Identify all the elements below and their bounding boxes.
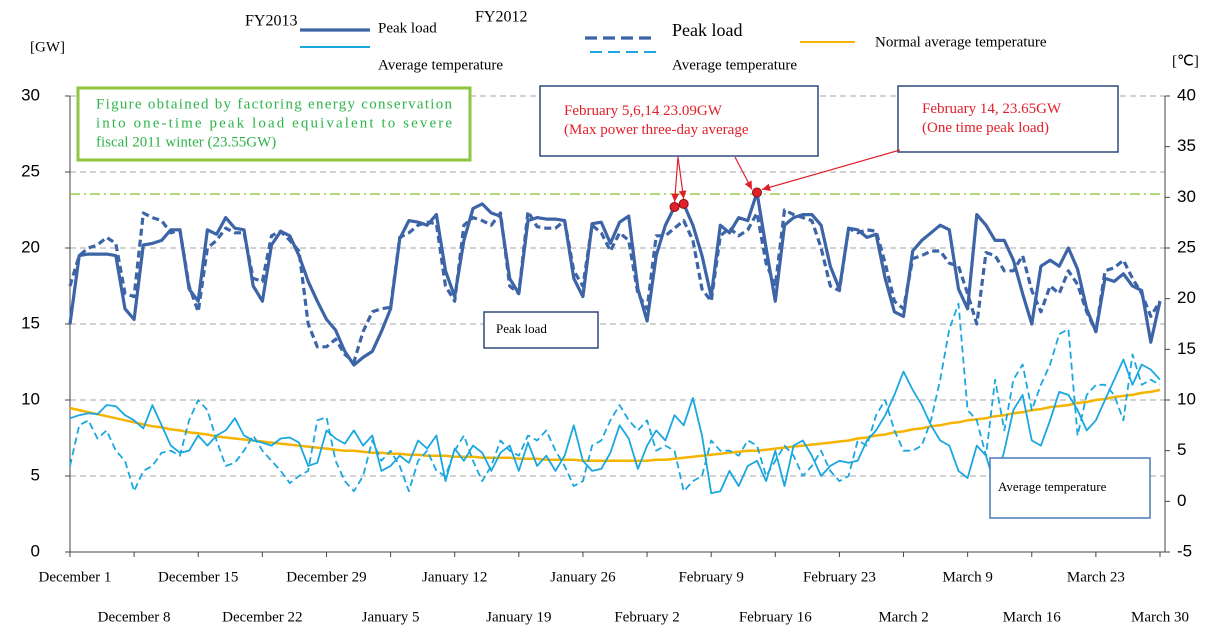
x-tick-label: February 16 — [739, 609, 812, 625]
y2-axis-label: [℃] — [1172, 53, 1199, 69]
legend-label: Average temperature — [378, 57, 503, 73]
annotation-box — [897, 85, 1119, 153]
annotation-text: (One time peak load) — [922, 120, 1049, 136]
x-tick-label: December 22 — [222, 609, 302, 625]
annotation-text: (Max power three-day average — [564, 122, 749, 138]
series-line — [69, 358, 1161, 495]
y-tick-label: 0 — [31, 541, 40, 560]
y-tick-label: 25 — [21, 161, 40, 180]
y2-tick-label: 25 — [1177, 237, 1196, 256]
legend-group: FY2013 — [245, 13, 297, 30]
y-tick-label: 20 — [21, 237, 40, 256]
annotation-text: Average temperature — [998, 479, 1107, 494]
y2-tick-label: 35 — [1177, 136, 1196, 155]
x-tick-label: February 2 — [614, 609, 679, 625]
annotation-text: fiscal 2011 winter (23.55GW) — [96, 134, 276, 150]
legend-label: Peak load — [378, 20, 437, 36]
y2-tick-label: 20 — [1177, 288, 1196, 307]
x-tick-label: March 2 — [878, 609, 928, 625]
x-tick-label: December 29 — [286, 569, 366, 585]
legend-label: Peak load — [672, 20, 742, 40]
legend-group: FY2012 — [475, 9, 527, 26]
annotation-box — [483, 311, 599, 349]
x-tick-label: March 23 — [1067, 569, 1125, 585]
x-tick-label: January 12 — [422, 569, 487, 585]
legend-label: Average temperature — [672, 57, 797, 73]
y2-tick-label: 0 — [1177, 491, 1186, 510]
x-tick-label: January 19 — [486, 609, 551, 625]
y2-tick-label: 5 — [1177, 440, 1186, 459]
marked-point — [669, 201, 680, 212]
annotation-text: February 5,6,14 23.09GW — [564, 103, 723, 119]
y-tick-label: 30 — [21, 85, 40, 104]
series-line — [69, 302, 1161, 493]
annotation-text: Peak load — [496, 321, 547, 336]
x-tick-label: February 23 — [803, 569, 876, 585]
arrow-head — [678, 190, 687, 199]
legend-label: Normal average temperature — [875, 34, 1047, 50]
x-tick-label: January 26 — [550, 569, 616, 585]
y2-tick-label: -5 — [1177, 541, 1192, 560]
x-tick-label: February 9 — [678, 569, 743, 585]
x-tick-label: March 30 — [1131, 609, 1189, 625]
x-tick-label: March 9 — [942, 569, 992, 585]
callout-arrow — [761, 149, 901, 191]
annotation-text: Figure obtained by factoring energy cons… — [96, 96, 453, 112]
y-tick-label: 15 — [21, 313, 40, 332]
annotation-box — [989, 457, 1151, 519]
series-line — [68, 190, 1162, 367]
arrow-head — [744, 180, 752, 190]
x-tick-label: December 15 — [158, 569, 238, 585]
x-tick-label: March 16 — [1003, 609, 1061, 625]
marked-point — [751, 187, 762, 198]
arrow-head — [671, 193, 679, 202]
series-line — [69, 388, 1161, 463]
annotation-text: into one-time peak load equivalent to se… — [96, 115, 452, 131]
y2-tick-label: 40 — [1177, 85, 1196, 104]
y-tick-label: 10 — [21, 389, 40, 408]
y-axis-label: [GW] — [30, 39, 65, 55]
x-tick-label: December 1 — [39, 569, 112, 585]
y2-tick-label: 15 — [1177, 339, 1196, 358]
annotation-box — [76, 86, 472, 162]
y2-tick-label: 10 — [1177, 389, 1196, 408]
marked-point — [678, 198, 689, 209]
annotation-text: February 14, 23.65GW — [922, 101, 1062, 117]
x-tick-label: January 5 — [362, 609, 420, 625]
y2-tick-label: 30 — [1177, 187, 1196, 206]
x-tick-label: December 8 — [98, 609, 171, 625]
y-tick-label: 5 — [31, 465, 40, 484]
annotation-box — [539, 85, 819, 157]
arrow-head — [761, 183, 771, 191]
